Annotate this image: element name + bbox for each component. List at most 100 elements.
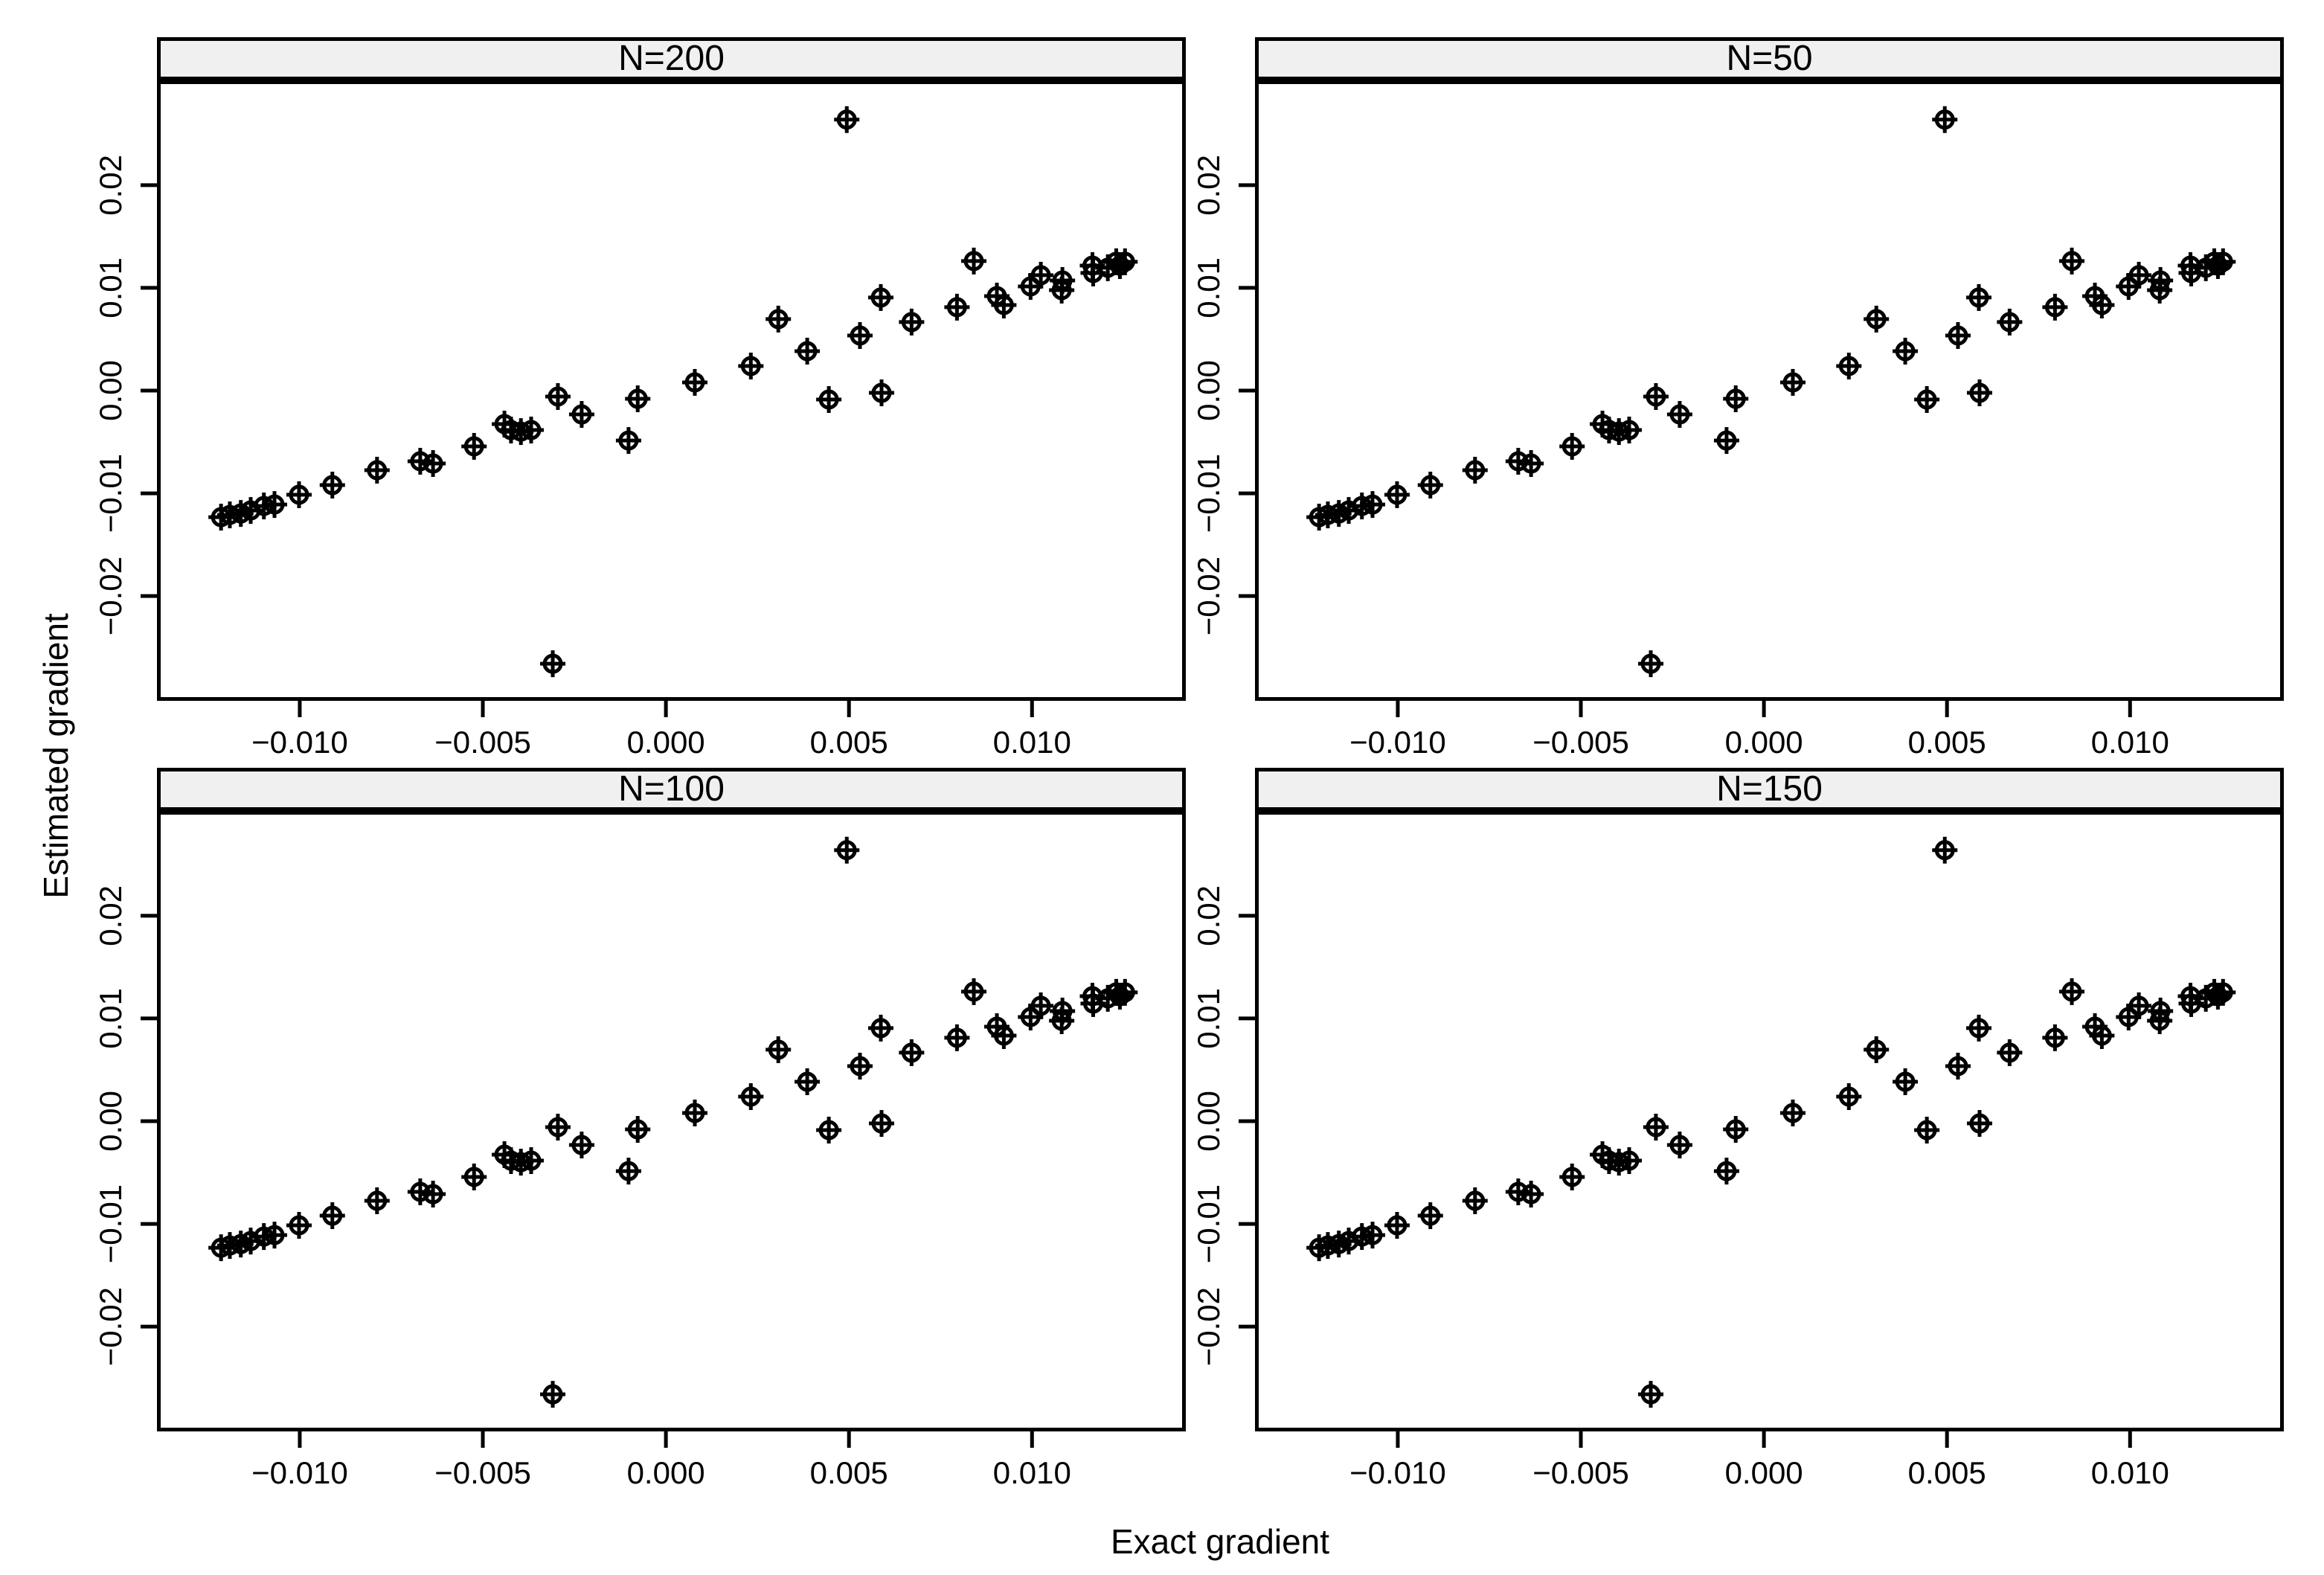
scatter-plot-n100: −0.010 −0.005 0.000 0.005 0.010 0.02 0.01 0.00 −… [93, 811, 1186, 1490]
x-tick-label: 0.005 [810, 725, 888, 760]
data-point [545, 1114, 571, 1141]
y-tick-label: 0.01 [93, 257, 128, 318]
panel-n50: N=50 −0.010 −0.005 0.000 0.005 0.010 0.02 0.01… [1191, 37, 2284, 760]
panel-n200: N=200 −0.010 −0.005 0.000 0.005 0.010 0.02 0.0… [93, 37, 1186, 760]
data-point [1666, 1132, 1692, 1159]
data-point [961, 247, 987, 275]
data-point [816, 386, 842, 414]
x-tick-label: 0.005 [1908, 725, 1986, 760]
y-tick-label: −0.02 [93, 1287, 128, 1366]
scatter-plot-n200: −0.010 −0.005 0.000 0.005 0.010 0.02 0.01 0.00 −… [93, 80, 1186, 760]
panel-strip: N=100 [157, 768, 1186, 811]
data-point [1945, 1052, 1971, 1080]
data-point [2148, 266, 2174, 294]
y-tick-label: 0.01 [93, 988, 128, 1049]
y-tick-label: −0.01 [93, 1184, 128, 1263]
data-point [765, 305, 792, 333]
data-point [1723, 1116, 1749, 1143]
data-point [568, 1132, 594, 1159]
plot-area: −0.010 −0.005 0.000 0.005 0.010 0.02 0.01 0.00 −… [93, 80, 1186, 760]
panel-border [1255, 811, 2284, 1431]
data-point [795, 337, 821, 365]
data-point [420, 450, 446, 478]
data-point [1638, 1381, 1664, 1408]
strip-label: N=50 [1726, 39, 1813, 78]
data-point [2148, 997, 2174, 1024]
data-point [868, 283, 894, 311]
data-point [1864, 305, 1890, 333]
data-point [2059, 247, 2085, 275]
data-point [625, 1116, 651, 1143]
y-tick-label: 0.00 [93, 360, 128, 421]
data-point [319, 472, 345, 499]
plot-area: −0.010 −0.005 0.000 0.005 0.010 0.02 0.01 0.00 −… [1191, 80, 2284, 760]
data-point [738, 352, 764, 379]
data-point [518, 417, 544, 444]
data-point [1713, 427, 1739, 455]
x-tick-label: −0.010 [251, 725, 348, 760]
data-point [2126, 261, 2152, 289]
data-point [899, 1039, 925, 1066]
data-point [1462, 1187, 1488, 1215]
y-tick-label: −0.01 [1191, 454, 1226, 533]
data-point [2210, 978, 2236, 1006]
data-point [1417, 1202, 1443, 1230]
y-axis-title: Estimated gradient [36, 613, 75, 899]
x-tick-label: 0.010 [2091, 725, 2169, 760]
plot-area: −0.010 −0.005 0.000 0.005 0.010 0.02 0.01 0.00 −… [1191, 811, 2284, 1490]
data-point [518, 1147, 544, 1175]
data-point [286, 481, 312, 509]
data-point [795, 1068, 821, 1095]
y-tick-label: 0.00 [1191, 360, 1226, 421]
data-point [899, 308, 925, 336]
data-point [834, 836, 860, 864]
panel-strip: N=150 [1255, 768, 2284, 811]
data-point [1914, 1117, 1940, 1144]
scatter-plot-n50: −0.010 −0.005 0.000 0.005 0.010 0.02 0.01 0.00 −… [1191, 80, 2284, 760]
data-point [261, 491, 287, 519]
data-point [364, 457, 390, 484]
y-tick-label: 0.02 [93, 885, 128, 946]
x-tick-label: 0.000 [627, 725, 705, 760]
strip-label: N=100 [618, 769, 725, 809]
data-point [869, 379, 895, 407]
data-point [1359, 1222, 1385, 1249]
data-point [625, 385, 651, 413]
panel-strip: N=50 [1255, 37, 2284, 80]
data-point [2042, 1024, 2068, 1051]
data-point [765, 1036, 792, 1063]
plot-area: −0.010 −0.005 0.000 0.005 0.010 0.02 0.01 0.00 −… [93, 811, 1186, 1490]
data-point [1997, 1039, 2023, 1066]
y-tick-label: −0.02 [1191, 1287, 1226, 1366]
data-point [1836, 352, 1862, 379]
data-point [1384, 1212, 1410, 1239]
x-tick-label: −0.010 [251, 1455, 348, 1490]
x-tick-label: 0.010 [993, 725, 1071, 760]
data-point [461, 1163, 487, 1190]
data-point [991, 291, 1017, 318]
data-point [816, 1117, 842, 1144]
y-tick-label: 0.00 [93, 1091, 128, 1152]
data-point [1050, 266, 1076, 294]
data-point [869, 1110, 895, 1138]
data-point [1559, 1163, 1585, 1190]
data-point [1967, 379, 1993, 407]
data-point [1779, 368, 1805, 396]
data-point [2126, 992, 2152, 1019]
data-point [261, 1222, 287, 1249]
data-point [681, 368, 707, 396]
x-tick-label: −0.005 [1532, 1455, 1629, 1490]
data-point [1643, 1114, 1669, 1141]
data-point [1028, 992, 1054, 1019]
scatter-plot-n150: −0.010 −0.005 0.000 0.005 0.010 0.02 0.01 0.00 −… [1191, 811, 2284, 1490]
y-tick-label: 0.02 [93, 155, 128, 216]
data-point [319, 1202, 345, 1230]
data-point [1359, 491, 1385, 519]
panel-n100: N=100 −0.010 −0.005 0.000 0.005 0.010 0.02 0.0… [93, 768, 1186, 1490]
data-point [1518, 1181, 1544, 1208]
data-point [1559, 432, 1585, 460]
data-point [1384, 481, 1410, 509]
data-point [1864, 1036, 1890, 1063]
data-point [868, 1014, 894, 1042]
panel-border [1255, 80, 2284, 701]
